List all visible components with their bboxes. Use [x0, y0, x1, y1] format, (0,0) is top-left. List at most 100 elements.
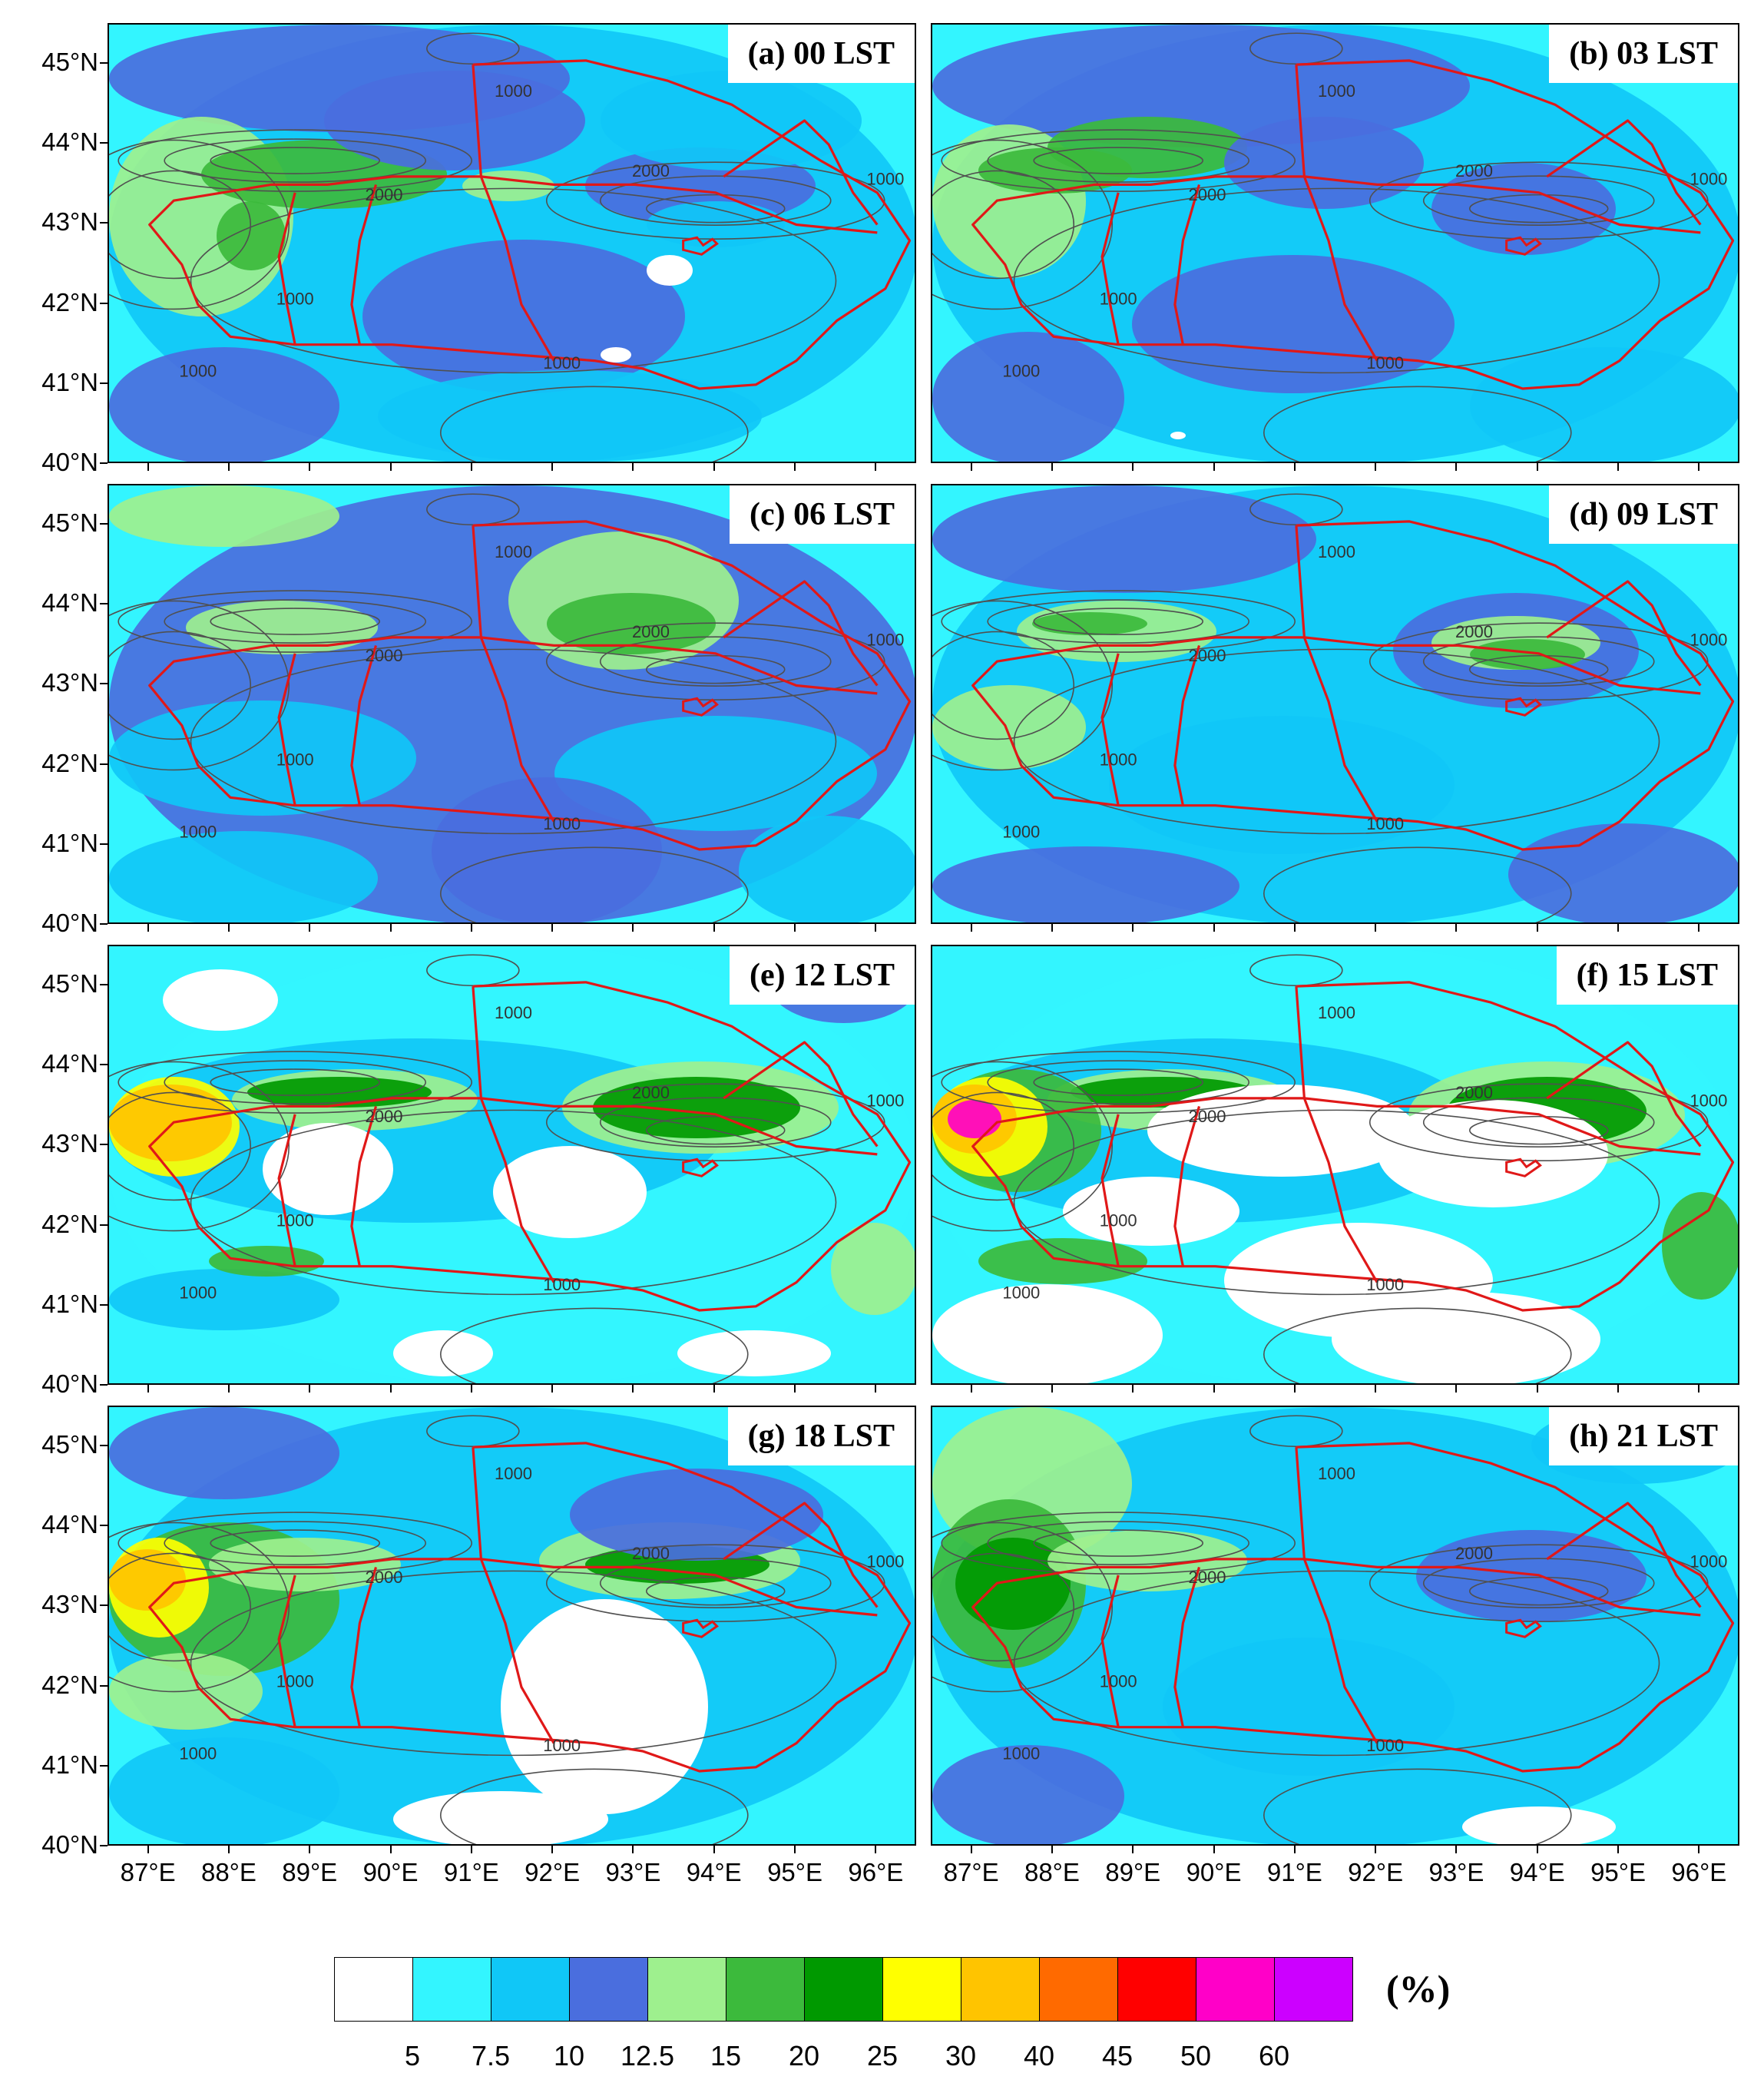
field-patch [109, 1085, 232, 1161]
lon-tick [1455, 463, 1458, 471]
panel-title: (b) 03 LST [1549, 25, 1738, 83]
field-patch [109, 347, 339, 462]
field-patch [109, 1549, 186, 1611]
map-panel: 1000 1000 1000 1000 2000 2000 1000 (g) 18 LST [108, 1406, 916, 1846]
terrain-contour [932, 1061, 1113, 1232]
field-patch-low [932, 1284, 1163, 1383]
boundary-line [971, 59, 1735, 390]
terrain-contour [210, 608, 380, 635]
field-patch [601, 71, 862, 171]
contour-label: 1000 [179, 1283, 217, 1302]
lon-tick [147, 1846, 149, 1853]
field-patch-low [263, 1123, 393, 1215]
field-patch [932, 685, 1086, 770]
boundary-line [971, 520, 1735, 851]
colorbar-swatch [804, 1957, 883, 2022]
boundary-line [1304, 175, 1701, 234]
contour-label: 1000 [1002, 1744, 1040, 1763]
boundary-line [479, 637, 555, 823]
lat-tick [100, 1445, 108, 1447]
lon-tick-label: 94°E [1509, 1858, 1565, 1886]
lon-tick-label: 89°E [1105, 1858, 1161, 1886]
terrain-contour [1263, 1768, 1572, 1844]
lon-tick [1375, 924, 1377, 932]
field-patch [109, 831, 378, 922]
contour-label: 2000 [1455, 161, 1493, 180]
boundary-line [481, 1097, 878, 1156]
field-patch [1508, 823, 1738, 922]
lat-tick-label: 43°N [41, 668, 98, 697]
field-patch [948, 1100, 1001, 1138]
panel-title: (f) 15 LST [1556, 946, 1738, 1005]
terrain-contour [1263, 846, 1572, 922]
boundary-line [277, 1114, 296, 1267]
terrain-contour [941, 1512, 1296, 1575]
lake-outline [682, 697, 719, 717]
lon-tick [227, 1385, 230, 1393]
contour-label: 1000 [276, 1211, 314, 1230]
colorbar-label: 20 [788, 2040, 820, 2071]
boundary-line [1100, 192, 1120, 346]
boundary-line [1295, 1446, 1306, 1560]
lat-tick [100, 763, 108, 765]
lon-tick [309, 1385, 311, 1393]
colorbar-swatch [647, 1957, 726, 2022]
field-patch [932, 332, 1124, 462]
terrain-contour [1468, 1115, 1609, 1145]
lat-tick [100, 1224, 108, 1226]
terrain-contour [987, 1060, 1249, 1104]
lon-tick [1455, 924, 1458, 932]
lon-tick [551, 1385, 554, 1393]
contour-label: 1000 [495, 1464, 532, 1483]
lon-tick [147, 924, 149, 932]
terrain-contour [1013, 648, 1660, 835]
field-patch [1224, 117, 1424, 209]
colorbar-label: 50 [1180, 2040, 1212, 2071]
colorbar-label: 7.5 [471, 2040, 511, 2071]
lon-tick [147, 463, 149, 471]
contour-label: 1000 [1318, 1464, 1355, 1483]
contour-label: 2000 [632, 1544, 670, 1563]
field-patch [1132, 255, 1455, 393]
terrain-contour [164, 599, 426, 644]
lon-tick [1698, 924, 1700, 932]
contour-label: 1000 [866, 630, 904, 649]
boundary-line [1546, 580, 1702, 687]
boundary-line [723, 1041, 879, 1147]
terrain-contour [1013, 187, 1660, 374]
lat-tick [100, 462, 108, 464]
field-patch [593, 1077, 800, 1138]
lat-tick [100, 1384, 108, 1386]
lat-tick [100, 843, 108, 845]
map-field: 1000 1000 1000 1000 2000 2000 1000 [109, 946, 915, 1383]
map-field: 1000 1000 1000 1000 2000 2000 1000 [932, 485, 1738, 922]
field-patch [647, 201, 785, 247]
terrain-contour [109, 170, 252, 280]
boundary-line [479, 1558, 555, 1744]
terrain-contour [1369, 161, 1709, 240]
lon-tick [1375, 463, 1377, 471]
contour-label: 1000 [543, 1736, 581, 1755]
lon-tick [1132, 1846, 1134, 1853]
terrain-contour [941, 129, 1296, 192]
colorbar-swatch [1196, 1957, 1275, 2022]
lon-tick [713, 1385, 715, 1393]
lat-tick [100, 62, 108, 65]
map-panel: 1000 1000 1000 1000 2000 2000 1000 (f) 15 LST [931, 945, 1739, 1385]
lon-tick [794, 924, 796, 932]
boundary-line [277, 192, 296, 346]
lon-tick [1213, 1846, 1215, 1853]
boundary-line [148, 520, 912, 851]
lake-outline [1505, 697, 1542, 717]
terrain-contour [932, 170, 1075, 280]
contour-label: 2000 [1455, 1544, 1493, 1563]
lon-tick [1698, 463, 1700, 471]
map-panel: 1000 1000 1000 1000 2000 2000 1000 (e) 12 LST [108, 945, 916, 1385]
contour-label: 1000 [1318, 81, 1355, 101]
lat-tick-label: 40°N [41, 448, 98, 476]
lon-tick-label: 87°E [943, 1858, 999, 1886]
lon-tick [1051, 924, 1053, 932]
colorbar-label: 25 [866, 2040, 899, 2071]
lake-outline [682, 1157, 719, 1177]
lat-tick [100, 523, 108, 525]
